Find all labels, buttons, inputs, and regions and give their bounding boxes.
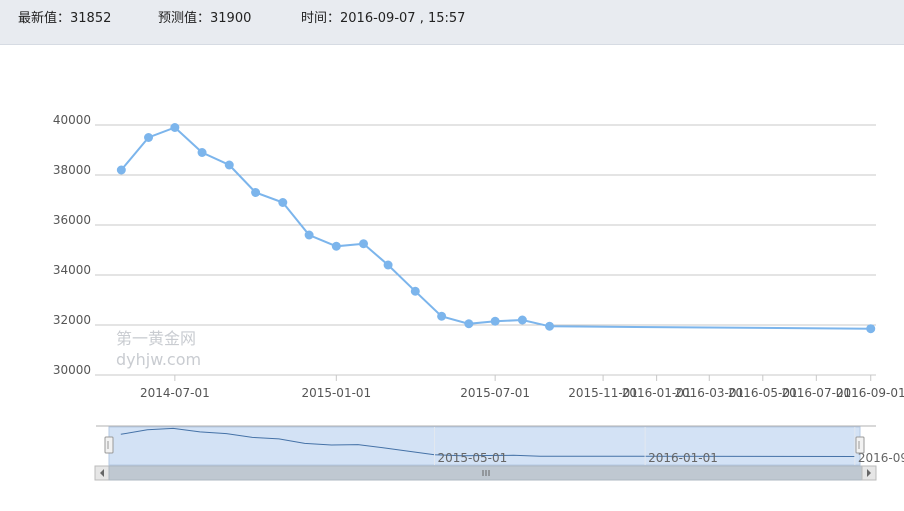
x-tick-label: 2016-05-01 [728,386,798,400]
data-point[interactable] [251,188,261,197]
scrollbar[interactable] [94,465,877,481]
x-tick-label: 2016-03-01 [674,386,744,400]
data-point[interactable] [359,239,369,249]
data-point[interactable] [490,316,500,326]
data-point[interactable] [437,311,447,321]
arrow-left-icon [100,469,104,477]
data-point[interactable] [517,315,527,325]
y-tick-label: 36000 [53,213,91,227]
data-point[interactable] [410,286,420,296]
data-point[interactable] [304,230,314,240]
x-tick-label: 2015-07-01 [460,386,530,400]
time-value: 2016-09-07 , 15:57 [340,11,466,26]
data-point[interactable] [866,324,876,334]
time-text: 时间：2016-09-07 , 15:57 [301,0,465,38]
data-point[interactable] [383,260,393,270]
navigator-series-line [120,427,855,457]
navigator-label: 2016-09-01 [858,451,904,465]
arrow-right-icon [867,469,871,477]
latest-label: 最新值： [18,11,71,26]
latest-value-text: 最新值：31852 [18,0,111,38]
latest-value: 31852 [70,11,112,26]
y-tick-label: 40000 [53,113,91,127]
data-point[interactable] [144,133,154,142]
time-label: 时间： [301,11,341,26]
x-tick-label: 2016-07-01 [781,386,851,400]
data-point[interactable] [170,123,180,132]
x-tick-label: 2015-01-01 [301,386,371,400]
navigator-selection[interactable] [108,426,861,466]
x-tick-label: 2016-01-01 [622,386,692,400]
info-bar: 最新值：31852 预测值：31900 时间：2016-09-07 , 15:5… [0,0,904,45]
series-points[interactable] [116,123,876,334]
series-line [120,126,871,330]
x-tick-label: 2016-09-01 [836,386,904,400]
x-tick-label: 2015-11-01 [568,386,638,400]
data-point[interactable] [545,321,555,331]
data-point[interactable] [278,198,288,207]
x-axis: 2014-07-01 2015-01-01 2015-07-01 2015-11-01… [140,375,904,400]
y-axis: 30000 32000 34000 36000 38000 40000 [53,113,91,377]
data-point[interactable] [116,165,126,175]
x-tick-label: 2014-07-01 [140,386,210,400]
data-point[interactable] [197,148,207,157]
y-tick-label: 30000 [53,363,91,377]
y-tick-label: 34000 [53,263,91,277]
navigator-label: 2016-01-01 [648,451,718,465]
data-point[interactable] [331,241,341,251]
forecast-value-text: 预测值：31900 [158,0,251,38]
forecast-value: 31900 [210,11,252,26]
navigator-handle-left[interactable] [104,436,114,454]
series-path [120,126,871,330]
watermark-line2: dyhjw.com [116,350,201,369]
y-tick-label: 38000 [53,163,91,177]
forecast-label: 预测值： [158,11,211,26]
watermark-line1: 第一黄金网 [116,329,196,348]
navigator-handle-right[interactable] [855,436,865,454]
navigator-label: 2015-05-01 [438,451,508,465]
data-point[interactable] [464,319,474,329]
data-point[interactable] [224,160,234,170]
y-tick-label: 32000 [53,313,91,327]
grid-lines [95,124,876,376]
navigator[interactable]: 2015-05-01 2016-01-01 2016-09-01 [96,425,904,466]
navigator-labels: 2015-05-01 2016-01-01 2016-09-01 [434,427,904,465]
